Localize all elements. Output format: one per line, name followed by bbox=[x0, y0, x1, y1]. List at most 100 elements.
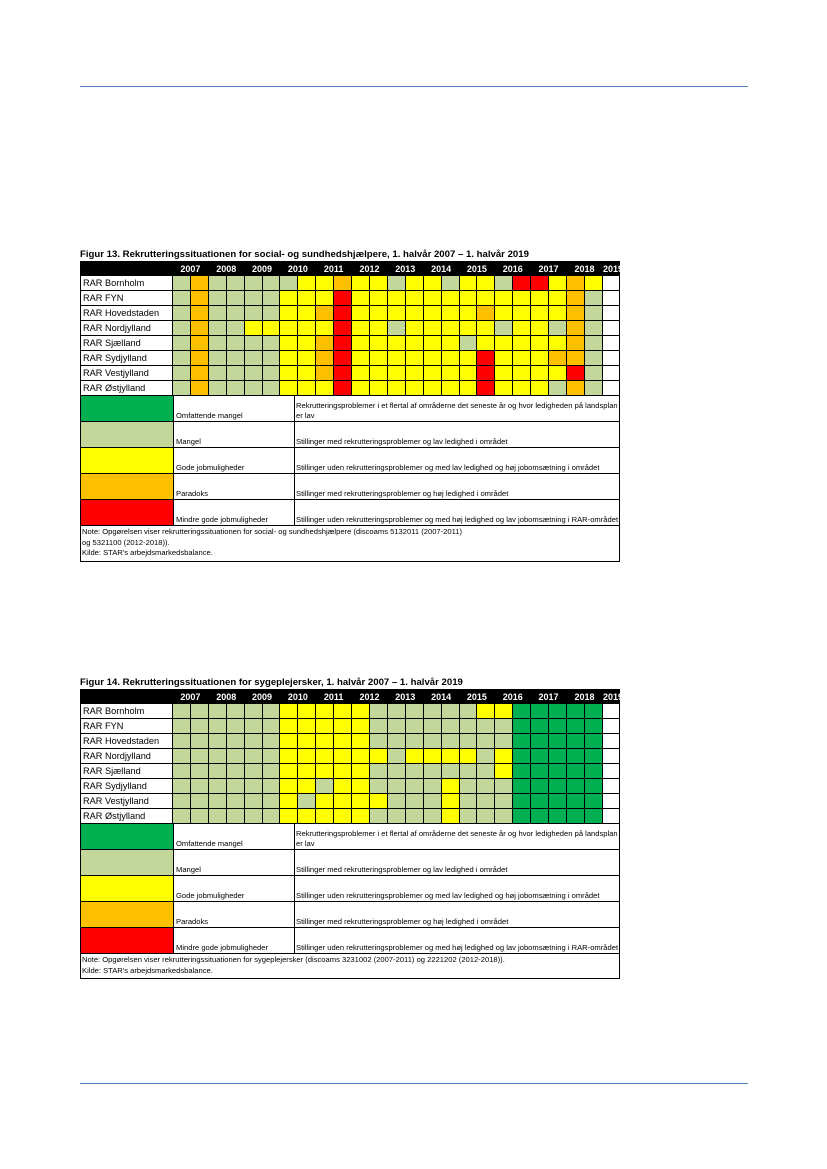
heatmap-cell bbox=[565, 335, 585, 351]
heatmap-cell bbox=[297, 808, 317, 824]
heatmap-cell bbox=[476, 808, 496, 824]
heatmap-cell bbox=[565, 808, 585, 824]
heatmap-cell bbox=[315, 365, 335, 381]
heatmap-cell bbox=[583, 763, 604, 779]
note-line: Kilde: STAR's arbejdsmarkedsbalance. bbox=[82, 965, 213, 975]
heatmap-cell bbox=[512, 703, 532, 719]
heatmap-cell bbox=[207, 320, 227, 336]
heatmap-cell bbox=[261, 763, 281, 779]
legend-row: Mindre gode jobmuligheder Stillinger uden… bbox=[80, 927, 620, 954]
trailing-cell bbox=[602, 380, 620, 396]
heatmap-cell bbox=[189, 335, 209, 351]
heatmap-cell bbox=[172, 320, 191, 336]
heatmap-cell bbox=[422, 365, 442, 381]
year-label: 2015 bbox=[458, 689, 496, 704]
heatmap-cell bbox=[243, 733, 263, 749]
heatmap-cell bbox=[172, 718, 191, 734]
heatmap-cell bbox=[422, 290, 442, 306]
legend-row: Gode jobmuligheder Stillinger uden rekrut… bbox=[80, 875, 620, 902]
heatmap-cell bbox=[351, 335, 370, 351]
year-header-row: 2007 2008 2009 2010 2011 2012 2013 2014 2015 2016… bbox=[80, 261, 623, 276]
heatmap-cell bbox=[565, 733, 585, 749]
heatmap-cell bbox=[368, 350, 388, 366]
region-label: RAR Bornholm bbox=[80, 703, 173, 719]
heatmap-cell bbox=[458, 320, 478, 336]
heatmap-cell bbox=[494, 290, 514, 306]
heatmap-cell bbox=[458, 703, 478, 719]
heatmap-cell bbox=[333, 290, 353, 306]
heatmap-cell bbox=[189, 748, 209, 764]
heatmap-cell bbox=[512, 335, 532, 351]
heatmap-cell bbox=[207, 305, 227, 321]
year-label: 2009 bbox=[243, 689, 281, 704]
trailing-cell bbox=[602, 733, 620, 749]
heatmap-cell bbox=[422, 335, 442, 351]
heatmap-cell bbox=[261, 380, 281, 396]
heatmap-cell bbox=[512, 305, 532, 321]
heatmap-cell bbox=[189, 350, 209, 366]
heatmap-cell bbox=[494, 763, 514, 779]
legend-name: Mangel bbox=[173, 849, 295, 876]
heatmap-cell bbox=[386, 350, 406, 366]
table-row: RAR Vestjylland bbox=[80, 365, 620, 381]
heatmap-cell bbox=[386, 275, 406, 291]
heatmap-cell bbox=[297, 703, 317, 719]
heatmap-cell bbox=[440, 290, 460, 306]
heatmap-cell bbox=[422, 763, 442, 779]
heatmap-cell bbox=[404, 808, 424, 824]
heatmap-cell bbox=[548, 320, 567, 336]
heatmap-cell bbox=[297, 365, 317, 381]
legend-swatch bbox=[80, 473, 174, 500]
table-row: RAR Bornholm bbox=[80, 703, 620, 719]
heatmap-cell bbox=[243, 290, 263, 306]
heatmap-cell bbox=[404, 365, 424, 381]
heatmap-cell bbox=[172, 733, 191, 749]
heatmap-cell bbox=[422, 733, 442, 749]
table-row: RAR FYN bbox=[80, 718, 620, 734]
heatmap-cell bbox=[207, 718, 227, 734]
heatmap-cell bbox=[368, 748, 388, 764]
note-line: Note: Opgørelsen viser rekrutteringssitu… bbox=[82, 527, 463, 536]
heatmap-cell bbox=[565, 365, 585, 381]
year-label: 2010 bbox=[279, 689, 317, 704]
heatmap-cell bbox=[530, 703, 550, 719]
heatmap-cell bbox=[279, 365, 299, 381]
heatmap-cell bbox=[225, 793, 245, 809]
heatmap-cell bbox=[386, 320, 406, 336]
heatmap-cell bbox=[530, 718, 550, 734]
trailing-cell bbox=[602, 350, 620, 366]
heatmap-cell bbox=[440, 365, 460, 381]
heatmap-cell bbox=[512, 380, 532, 396]
heatmap-cell bbox=[243, 763, 263, 779]
figure-13: Figur 13. Rekrutteringssituationen for s… bbox=[80, 248, 623, 562]
heatmap-cell bbox=[512, 350, 532, 366]
table-row: RAR Sjælland bbox=[80, 763, 620, 779]
table-row: RAR Sydjylland bbox=[80, 778, 620, 794]
heatmap-cell bbox=[404, 290, 424, 306]
heatmap-cell bbox=[476, 350, 496, 366]
legend-row: Omfattende mangel Rekrutteringsproblemer … bbox=[80, 823, 620, 850]
heatmap-cell bbox=[458, 305, 478, 321]
heatmap-cell bbox=[440, 305, 460, 321]
heatmap-cell bbox=[297, 718, 317, 734]
heatmap-cell bbox=[512, 793, 532, 809]
heatmap-cell bbox=[261, 365, 281, 381]
heatmap-cell bbox=[189, 763, 209, 779]
region-label: RAR Bornholm bbox=[80, 275, 173, 291]
heatmap-cell bbox=[333, 350, 353, 366]
heatmap-cell bbox=[333, 793, 353, 809]
year-label: 2013 bbox=[386, 689, 424, 704]
heatmap-cell bbox=[333, 320, 353, 336]
heatmap-cell bbox=[243, 718, 263, 734]
heatmap-cell bbox=[440, 733, 460, 749]
heatmap-cell bbox=[189, 808, 209, 824]
year-header-row: 2007 2008 2009 2010 2011 2012 2013 2014 2015 2016… bbox=[80, 689, 623, 704]
heatmap-cell bbox=[297, 320, 317, 336]
heatmap-cell bbox=[458, 793, 478, 809]
legend-name: Paradoks bbox=[173, 473, 295, 500]
heatmap-cell bbox=[512, 808, 532, 824]
heatmap-cell bbox=[333, 703, 353, 719]
heatmap-cell bbox=[494, 808, 514, 824]
heatmap-cell bbox=[422, 320, 442, 336]
heatmap-cell bbox=[512, 763, 532, 779]
